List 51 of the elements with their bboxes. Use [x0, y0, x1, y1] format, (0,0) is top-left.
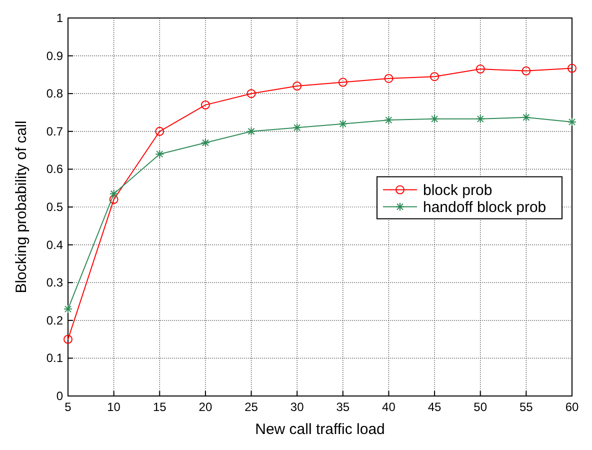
point	[292, 123, 302, 132]
x-axis-title: New call traffic load	[255, 421, 385, 438]
point	[476, 114, 485, 124]
x-tick-label: 60	[565, 400, 579, 414]
point	[476, 64, 485, 74]
y-tick-label: 0.8	[46, 86, 64, 101]
y-tick-label: 0.2	[46, 313, 64, 328]
point	[522, 112, 531, 122]
y-tick-label: 0.1	[46, 351, 64, 366]
x-tick-label: 10	[107, 400, 121, 414]
point	[64, 304, 72, 314]
point	[155, 150, 164, 159]
x-tick-label: 50	[474, 400, 488, 414]
x-tick-label: 25	[244, 400, 258, 414]
point	[292, 82, 302, 91]
y-tick-label: 1	[56, 11, 64, 25]
x-tick-label: 5	[64, 400, 72, 414]
y-tick-label: 0	[56, 389, 64, 403]
x-tick-label: 15	[152, 400, 167, 414]
y-tick-label: 0.7	[46, 124, 64, 138]
point	[568, 64, 576, 73]
point	[384, 116, 394, 125]
point	[384, 74, 394, 83]
point	[338, 119, 348, 128]
point	[109, 189, 118, 198]
point	[200, 138, 210, 148]
x-tick-label: 40	[382, 400, 396, 414]
point	[430, 114, 440, 124]
y-axis-title: Blocking probability of call	[13, 120, 30, 294]
point	[338, 78, 348, 87]
point	[109, 194, 118, 204]
y-tick-label: 0.4	[46, 238, 64, 252]
point	[568, 117, 576, 126]
point	[246, 89, 256, 98]
legend-label: handoff block prob	[423, 198, 546, 216]
point	[246, 126, 256, 136]
x-tick-label: 20	[198, 400, 212, 414]
point	[200, 100, 210, 110]
point	[64, 334, 72, 344]
legend-label: block prob	[423, 182, 492, 199]
point	[430, 72, 440, 82]
y-tick-label: 0.3	[46, 276, 64, 290]
y-tick-label: 0.6	[46, 162, 64, 176]
x-tick-label: 45	[428, 400, 442, 414]
x-tick-label: 35	[336, 400, 350, 414]
x-tick-label: 55	[520, 400, 534, 414]
point	[155, 126, 164, 136]
y-tick-label: 0.9	[46, 48, 64, 63]
x-tick-label: 30	[290, 400, 304, 414]
y-tick-label: 0.5	[46, 200, 64, 214]
point	[522, 66, 531, 76]
